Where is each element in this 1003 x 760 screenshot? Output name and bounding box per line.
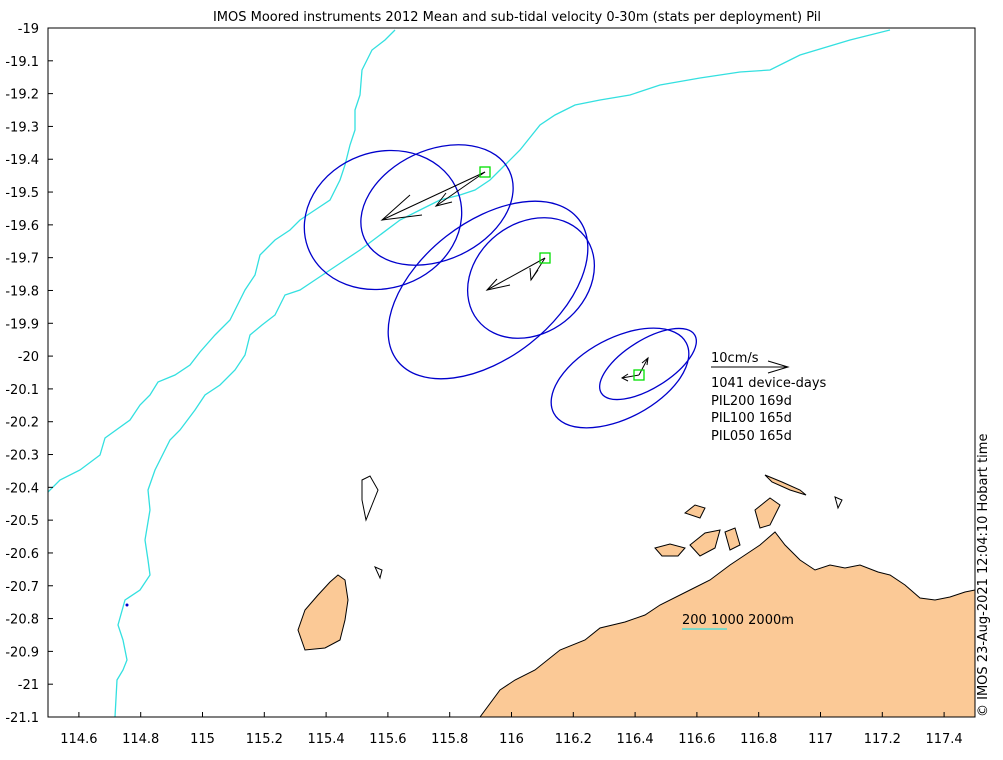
island-7 (834, 496, 843, 510)
y-tick-label: -20.4 (5, 481, 39, 496)
y-tick-label: -20.7 (5, 580, 39, 595)
y-tick-label: -20.2 (5, 416, 39, 431)
y-tick-label: -19.5 (5, 186, 39, 201)
barrow-island (297, 574, 349, 651)
island-9 (724, 527, 741, 551)
y-tick-label: -19.1 (5, 55, 39, 70)
x-tick-label: 116.2 (555, 732, 592, 747)
island-2 (689, 529, 721, 557)
y-tick-label: -21.1 (5, 711, 39, 726)
y-tick-label: -19 (18, 22, 39, 37)
island-6 (361, 475, 379, 522)
x-tick-label: 115.6 (369, 732, 406, 747)
y-tick-label: -19.3 (5, 120, 39, 135)
island-4 (764, 474, 807, 496)
island-5 (683, 504, 706, 519)
y-tick-label: -20.9 (5, 645, 39, 660)
bathymetry-legend-label: 200 1000 2000m (682, 613, 794, 628)
y-tick-label: -20.1 (5, 383, 39, 398)
bathymetry-contour-200m (114, 29, 891, 717)
y-tick-label: -21 (18, 678, 39, 693)
arrow-pil200-subtidal (434, 171, 486, 207)
arrow-pil050-subtidal (638, 356, 649, 376)
legend-scale-arrow (711, 360, 790, 374)
y-tick-label: -20.3 (5, 449, 39, 464)
x-tick-label: 117.2 (864, 732, 901, 747)
arrow-pil100-mean (485, 257, 546, 291)
x-tick-label: 115 (190, 732, 215, 747)
ellipse-pil050-b (599, 327, 697, 401)
legend-deployment-1: PIL200 169d (711, 394, 792, 409)
x-tick-label: 115.2 (246, 732, 283, 747)
x-axis: 114.6 114.8 115 115.2 115.4 115.6 115.8 116 116.… (60, 712, 963, 747)
y-tick-label: -19.8 (5, 284, 39, 299)
legend-deployment-2: PIL100 165d (711, 411, 792, 426)
y-tick-label: -19.6 (5, 219, 39, 234)
ellipse-pil200-a (303, 149, 463, 291)
x-tick-label: 117.4 (925, 732, 962, 747)
station-pil050-marker (633, 369, 645, 381)
island-8 (374, 566, 383, 580)
y-tick-label: -20.6 (5, 547, 39, 562)
y-tick-label: -19.2 (5, 88, 39, 103)
station-pil200-marker (479, 166, 491, 178)
y-tick-label: -19.7 (5, 252, 39, 267)
ellipse-pil100-b (466, 217, 596, 339)
arrow-pil100-subtidal (529, 257, 546, 282)
x-tick-label: 116.6 (678, 732, 715, 747)
x-tick-label: 116.8 (740, 732, 777, 747)
legend-device-days: 1041 device-days (711, 376, 827, 391)
y-axis: -19 -19.1 -19.2 -19.3 -19.4 -19.5 -19.6 -19.7 -1… (5, 22, 53, 726)
x-tick-label: 115.8 (431, 732, 468, 747)
y-tick-label: -19.9 (5, 317, 39, 332)
y-tick-label: -20.8 (5, 613, 39, 628)
legend-deployment-3: PIL050 165d (711, 429, 792, 444)
x-tick-label: 114.8 (122, 732, 159, 747)
x-tick-label: 114.6 (60, 732, 97, 747)
y-tick-label: -20.5 (5, 514, 39, 529)
x-tick-label: 116.4 (616, 732, 653, 747)
arrow-pil200-mean (380, 171, 486, 221)
y-tick-label: -20 (18, 350, 39, 365)
island-1 (654, 543, 686, 557)
map-title: IMOS Moored instruments 2012 Mean and su… (213, 10, 821, 25)
x-tick-label: 115.4 (307, 732, 344, 747)
arrow-pil050-mean (621, 373, 640, 382)
credit-text: © IMOS 23-Aug-2021 12:04:10 Hobart time (976, 434, 991, 717)
y-tick-label: -19.4 (5, 153, 39, 168)
ellipse-pil050-a (550, 327, 690, 429)
bathymetry-dot (125, 603, 129, 607)
x-tick-label: 116 (499, 732, 524, 747)
map-plot-area: 10cm/s 1041 device-days PIL200 169d PIL1… (48, 29, 975, 717)
station-pil100-marker (539, 252, 551, 264)
ellipse-pil100-a (387, 200, 589, 380)
legend-scale-label: 10cm/s (711, 351, 759, 366)
mainland-landmass (479, 531, 975, 717)
island-3 (754, 497, 781, 529)
ellipse-pil200-b (360, 144, 514, 266)
x-tick-label: 117 (808, 732, 833, 747)
bathymetry-contour-1000m (48, 29, 396, 493)
